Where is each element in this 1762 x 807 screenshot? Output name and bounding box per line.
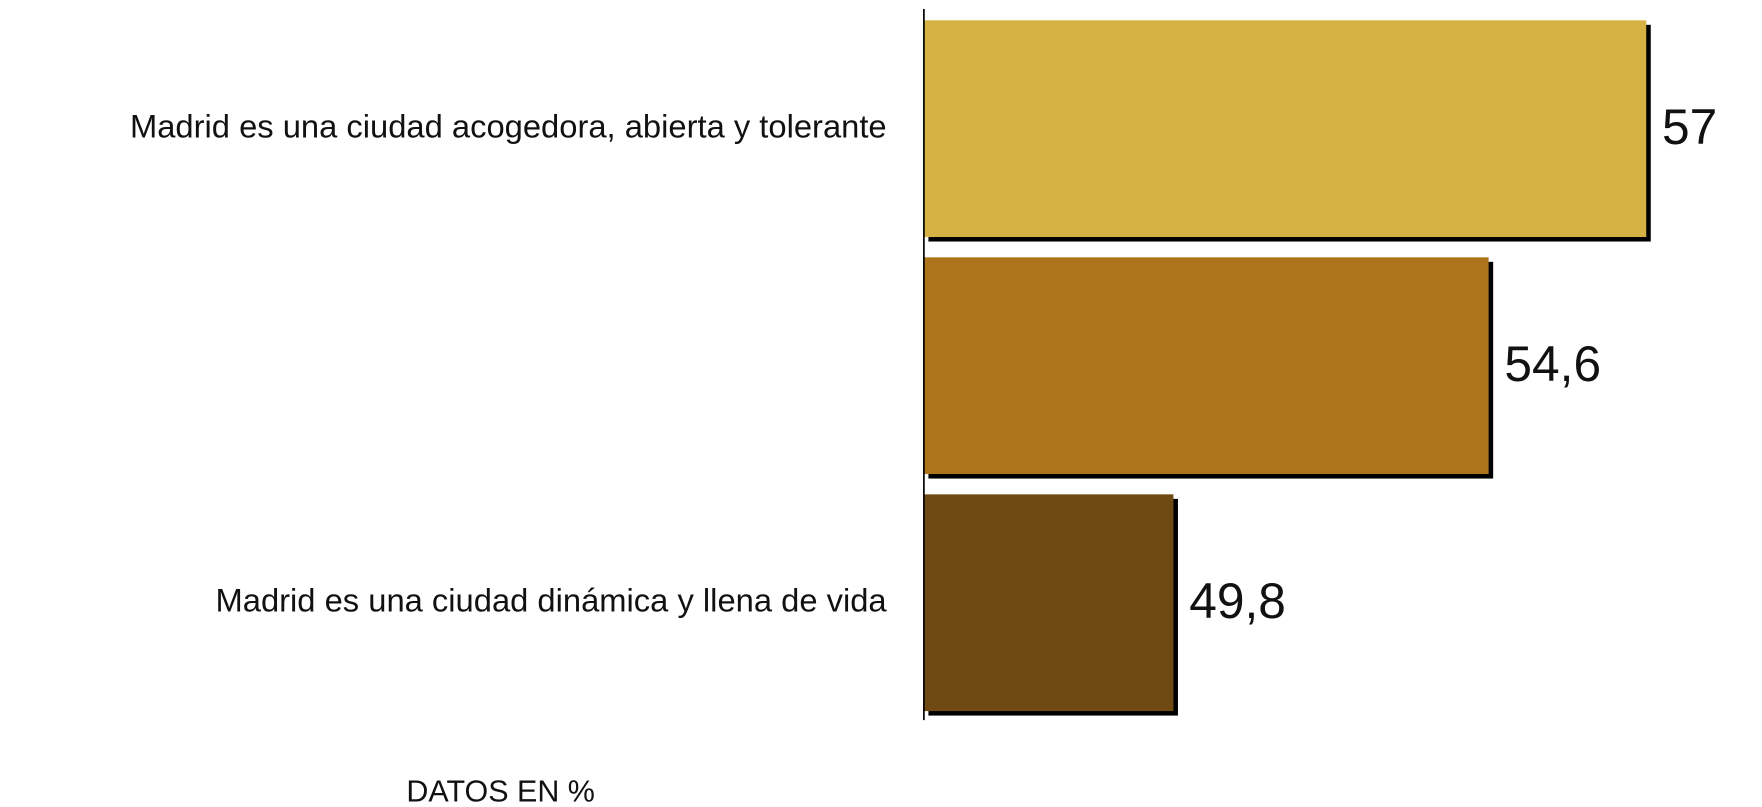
category-label: Madrid es una ciudad acogedora, abierta … <box>130 107 887 144</box>
value-label: 49,8 <box>1189 573 1286 629</box>
bar <box>923 494 1174 712</box>
value-label: 57 <box>1662 99 1717 155</box>
category-label: Madrid es una ciudad dinámica y llena de… <box>216 581 888 618</box>
value-label: 54,6 <box>1504 336 1601 392</box>
footnote: DATOS EN % <box>406 775 594 807</box>
bar <box>923 257 1489 475</box>
bar <box>923 20 1647 238</box>
